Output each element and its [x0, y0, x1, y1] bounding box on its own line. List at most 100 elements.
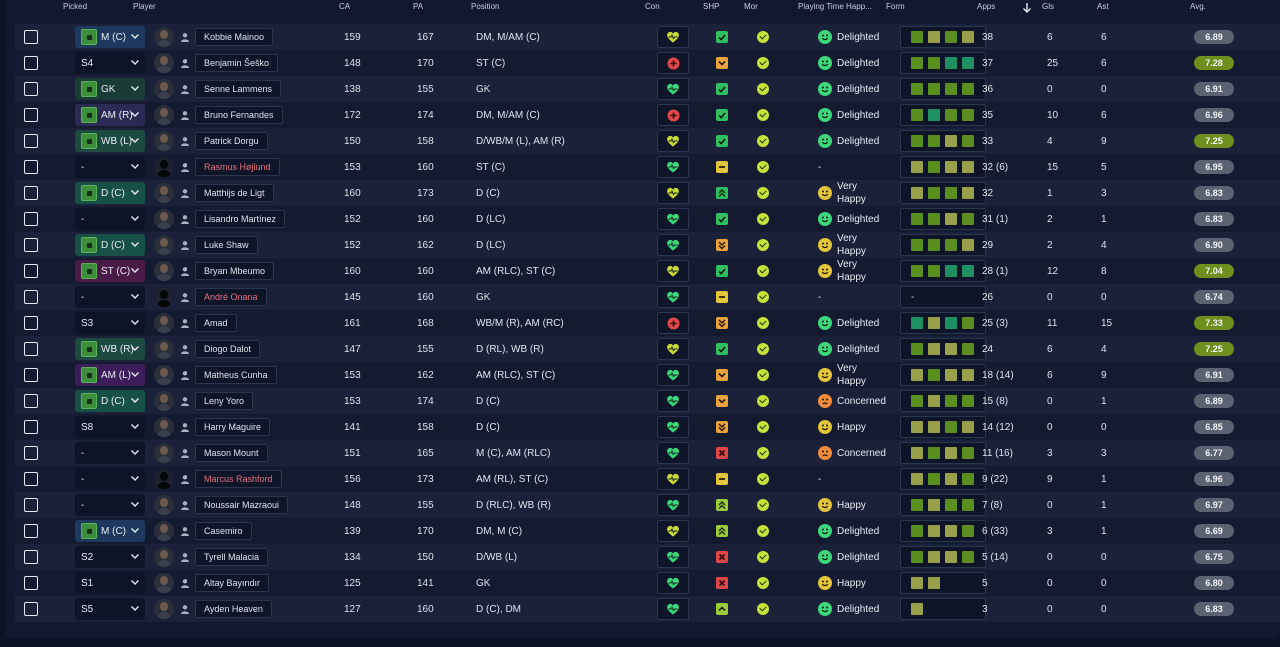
- condition-indicator[interactable]: [657, 364, 689, 386]
- picked-dropdown[interactable]: -: [75, 286, 145, 308]
- picked-dropdown[interactable]: -: [75, 208, 145, 230]
- player-name-link[interactable]: Mason Mount: [195, 444, 268, 462]
- picked-dropdown[interactable]: S1: [75, 572, 145, 594]
- row-checkbox[interactable]: [24, 576, 38, 590]
- morale-icon[interactable]: [757, 109, 769, 121]
- form-boxes[interactable]: [900, 338, 986, 360]
- picked-dropdown[interactable]: S5: [75, 598, 145, 620]
- condition-indicator[interactable]: [657, 26, 689, 48]
- player-name-link[interactable]: Kobbie Mainoo: [195, 28, 274, 46]
- table-row[interactable]: S4 Benjamin Šeško 148 170 ST (C) Delighted 37 2…: [15, 50, 1280, 76]
- row-checkbox[interactable]: [24, 472, 38, 486]
- player-profile-icon[interactable]: [180, 552, 190, 562]
- sharpness-indicator[interactable]: [716, 83, 728, 95]
- form-boxes[interactable]: [900, 468, 986, 490]
- row-checkbox[interactable]: [24, 134, 38, 148]
- row-checkbox[interactable]: [24, 108, 38, 122]
- condition-indicator[interactable]: [657, 78, 689, 100]
- morale-icon[interactable]: [757, 499, 769, 511]
- sharpness-indicator[interactable]: [716, 447, 728, 459]
- row-checkbox[interactable]: [24, 368, 38, 382]
- form-boxes[interactable]: [900, 260, 986, 282]
- condition-indicator[interactable]: [657, 52, 689, 74]
- row-checkbox[interactable]: [24, 550, 38, 564]
- condition-indicator[interactable]: [657, 182, 689, 204]
- player-profile-icon[interactable]: [180, 214, 190, 224]
- player-name-link[interactable]: Matthijs de Ligt: [195, 184, 274, 202]
- morale-icon[interactable]: [757, 57, 769, 69]
- picked-dropdown[interactable]: D (C): [75, 234, 145, 256]
- morale-icon[interactable]: [757, 525, 769, 537]
- player-name-link[interactable]: Luke Shaw: [195, 236, 258, 254]
- table-row[interactable]: D (C) Luke Shaw 152 162 D (LC) Very Happy 29 2 4…: [15, 232, 1280, 258]
- header-con[interactable]: Con: [645, 2, 660, 11]
- row-checkbox[interactable]: [24, 446, 38, 460]
- row-checkbox[interactable]: [24, 498, 38, 512]
- picked-dropdown[interactable]: -: [75, 494, 145, 516]
- header-pa[interactable]: PA: [413, 2, 424, 11]
- header-playing-time[interactable]: Playing Time Happ...: [798, 2, 872, 11]
- player-profile-icon[interactable]: [180, 266, 190, 276]
- morale-icon[interactable]: [757, 577, 769, 589]
- table-row[interactable]: S3 Amad 161 168 WB/M (R), AM (RC) Delighted 25…: [15, 310, 1280, 336]
- morale-icon[interactable]: [757, 551, 769, 563]
- row-checkbox[interactable]: [24, 316, 38, 330]
- row-checkbox[interactable]: [24, 238, 38, 252]
- form-boxes[interactable]: [900, 104, 986, 126]
- picked-dropdown[interactable]: -: [75, 156, 145, 178]
- morale-icon[interactable]: [757, 83, 769, 95]
- player-profile-icon[interactable]: [180, 422, 190, 432]
- table-row[interactable]: - Lisandro Martínez 152 160 D (LC) Delighted 3…: [15, 206, 1280, 232]
- row-checkbox[interactable]: [24, 82, 38, 96]
- player-profile-icon[interactable]: [180, 32, 190, 42]
- sharpness-indicator[interactable]: [716, 161, 728, 173]
- table-row[interactable]: - Mason Mount 151 165 M (C), AM (RLC) Concern…: [15, 440, 1280, 466]
- morale-icon[interactable]: [757, 473, 769, 485]
- header-shp[interactable]: SHP: [703, 2, 720, 11]
- form-boxes[interactable]: [900, 234, 986, 256]
- condition-indicator[interactable]: [657, 130, 689, 152]
- condition-indicator[interactable]: [657, 416, 689, 438]
- player-name-link[interactable]: Patrick Dorgu: [195, 132, 268, 150]
- player-name-link[interactable]: Tyrell Malacia: [195, 548, 269, 566]
- sharpness-indicator[interactable]: [716, 317, 728, 329]
- row-checkbox[interactable]: [24, 394, 38, 408]
- table-row[interactable]: S1 Altay Bayındır 125 141 GK Happy 5 0 0 6.80: [15, 570, 1280, 596]
- morale-icon[interactable]: [757, 369, 769, 381]
- picked-dropdown[interactable]: ST (C): [75, 260, 145, 282]
- row-checkbox[interactable]: [24, 160, 38, 174]
- sort-descending-icon[interactable]: [1022, 2, 1032, 14]
- sharpness-indicator[interactable]: [716, 343, 728, 355]
- player-profile-icon[interactable]: [180, 240, 190, 250]
- player-profile-icon[interactable]: [180, 188, 190, 198]
- table-row[interactable]: ST (C) Bryan Mbeumo 160 160 AM (RLC), ST (C)…: [15, 258, 1280, 284]
- header-form[interactable]: Form: [886, 2, 905, 11]
- player-name-link[interactable]: André Onana: [195, 288, 267, 306]
- condition-indicator[interactable]: [657, 494, 689, 516]
- condition-indicator[interactable]: [657, 338, 689, 360]
- form-boxes[interactable]: [900, 546, 986, 568]
- morale-icon[interactable]: [757, 31, 769, 43]
- player-profile-icon[interactable]: [180, 526, 190, 536]
- sharpness-indicator[interactable]: [716, 499, 728, 511]
- condition-indicator[interactable]: [657, 442, 689, 464]
- sharpness-indicator[interactable]: [716, 135, 728, 147]
- condition-indicator[interactable]: [657, 598, 689, 620]
- morale-icon[interactable]: [757, 291, 769, 303]
- sharpness-indicator[interactable]: [716, 395, 728, 407]
- sharpness-indicator[interactable]: [716, 109, 728, 121]
- picked-dropdown[interactable]: S2: [75, 546, 145, 568]
- table-row[interactable]: S5 Ayden Heaven 127 160 D (C), DM Delighted 3 0…: [15, 596, 1280, 622]
- player-name-link[interactable]: Noussair Mazraoui: [195, 496, 289, 514]
- table-row[interactable]: M (C) Kobbie Mainoo 159 167 DM, M/AM (C) Deli…: [15, 24, 1280, 50]
- header-ast[interactable]: Ast: [1097, 2, 1109, 11]
- header-picked[interactable]: Picked: [63, 2, 88, 11]
- player-name-link[interactable]: Ayden Heaven: [195, 600, 272, 618]
- form-boxes[interactable]: [900, 208, 986, 230]
- morale-icon[interactable]: [757, 395, 769, 407]
- sharpness-indicator[interactable]: [716, 551, 728, 563]
- table-row[interactable]: S8 Harry Maguire 141 158 D (C) Happy 14 (12) 0 0…: [15, 414, 1280, 440]
- header-apps[interactable]: Apps: [977, 2, 996, 11]
- row-checkbox[interactable]: [24, 30, 38, 44]
- player-name-link[interactable]: Lisandro Martínez: [195, 210, 286, 228]
